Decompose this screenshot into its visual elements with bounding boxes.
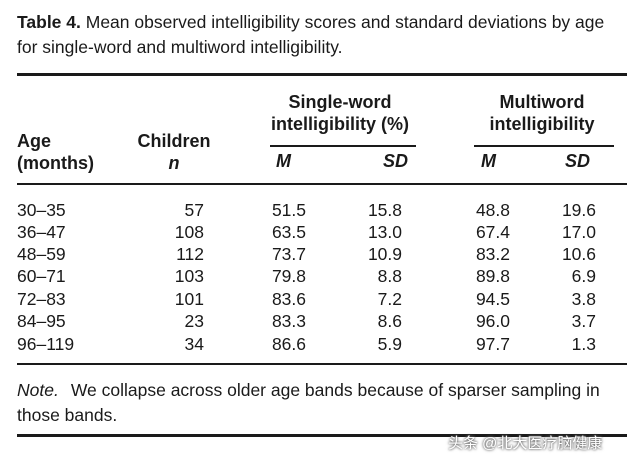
cell-sw-sd: 15.8 bbox=[367, 200, 402, 220]
header-children: Children n bbox=[124, 130, 224, 174]
cell-age: 96–119 bbox=[17, 334, 75, 354]
cell-mw-sd: 3.7 bbox=[571, 311, 596, 331]
cell-n: 103 bbox=[174, 266, 204, 286]
header-sw-sd: SD bbox=[382, 151, 408, 171]
cell-sw-m: 83.6 bbox=[271, 289, 306, 309]
cell-age: 72–83 bbox=[17, 289, 66, 309]
cell-mw-sd: 10.6 bbox=[561, 244, 596, 264]
cell-mw-sd: 17.0 bbox=[561, 222, 596, 242]
cell-mw-m: 89.8 bbox=[475, 266, 510, 286]
header-age: Age (months) bbox=[17, 130, 94, 174]
cell-age: 36–47 bbox=[17, 222, 66, 242]
header-bottom-rule bbox=[17, 183, 627, 185]
cell-mw-m: 83.2 bbox=[475, 244, 510, 264]
cell-n: 34 bbox=[184, 334, 204, 354]
cell-mw-m: 97.7 bbox=[475, 334, 510, 354]
header-multiword: Multiword intelligibility bbox=[458, 91, 626, 135]
header-single-word-line2: intelligibility (%) bbox=[271, 114, 409, 134]
cell-n: 112 bbox=[176, 244, 204, 264]
top-rule bbox=[17, 73, 627, 76]
cell-n: 57 bbox=[184, 200, 204, 220]
cell-sw-m: 86.6 bbox=[271, 334, 306, 354]
header-multiword-line2: intelligibility bbox=[489, 114, 595, 134]
cell-n: 101 bbox=[174, 289, 204, 309]
bottom-rule bbox=[17, 434, 627, 437]
cell-sw-sd: 8.8 bbox=[377, 266, 402, 286]
caption-text: Mean observed intelligibility scores and… bbox=[17, 12, 605, 57]
header-children-line2: n bbox=[168, 153, 180, 173]
cell-age: 60–71 bbox=[17, 266, 66, 286]
cell-sw-m: 73.7 bbox=[271, 244, 306, 264]
table-note: Note. We collapse across older age bands … bbox=[17, 378, 627, 428]
note-text: We collapse across older age bands becau… bbox=[17, 380, 600, 425]
header-children-line1: Children bbox=[137, 131, 211, 151]
cell-sw-m: 83.3 bbox=[271, 311, 306, 331]
cell-mw-sd: 3.8 bbox=[571, 289, 596, 309]
header-multiword-line1: Multiword bbox=[499, 92, 585, 112]
header-age-line2: (months) bbox=[17, 153, 94, 173]
cell-age: 30–35 bbox=[17, 200, 66, 220]
cell-mw-sd: 1.3 bbox=[571, 334, 596, 354]
header-single-word-line1: Single-word bbox=[288, 92, 392, 112]
cell-mw-m: 48.8 bbox=[475, 200, 510, 220]
header-mw-m: M bbox=[481, 151, 496, 171]
header-sw-m: M bbox=[276, 151, 291, 171]
cell-mw-sd: 6.9 bbox=[571, 266, 596, 286]
cell-age: 48–59 bbox=[17, 244, 66, 264]
header-mw-sd: SD bbox=[564, 151, 590, 171]
header-single-word: Single-word intelligibility (%) bbox=[250, 91, 430, 135]
multiword-span-rule bbox=[474, 145, 614, 147]
cell-age: 84–95 bbox=[17, 311, 66, 331]
note-label: Note. bbox=[17, 380, 59, 400]
cell-sw-sd: 8.6 bbox=[377, 311, 402, 331]
cell-mw-m: 67.4 bbox=[475, 222, 510, 242]
cell-mw-m: 94.5 bbox=[475, 289, 510, 309]
watermark: 头条 @北大医疗脑健康 bbox=[448, 435, 603, 452]
body-bottom-rule bbox=[17, 363, 627, 365]
cell-sw-sd: 5.9 bbox=[377, 334, 402, 354]
table-caption: Table 4. Mean observed intelligibility s… bbox=[17, 10, 627, 60]
cell-n: 23 bbox=[184, 311, 204, 331]
cell-sw-sd: 7.2 bbox=[377, 289, 402, 309]
cell-mw-m: 96.0 bbox=[475, 311, 510, 331]
single-word-span-rule bbox=[270, 145, 416, 147]
cell-sw-m: 79.8 bbox=[271, 266, 306, 286]
caption-label: Table 4. bbox=[17, 12, 81, 32]
cell-sw-m: 51.5 bbox=[271, 200, 306, 220]
cell-n: 108 bbox=[174, 222, 204, 242]
cell-sw-sd: 13.0 bbox=[367, 222, 402, 242]
header-age-line1: Age bbox=[17, 131, 52, 151]
cell-mw-sd: 19.6 bbox=[561, 200, 596, 220]
cell-sw-m: 63.5 bbox=[271, 222, 306, 242]
cell-sw-sd: 10.9 bbox=[367, 244, 402, 264]
